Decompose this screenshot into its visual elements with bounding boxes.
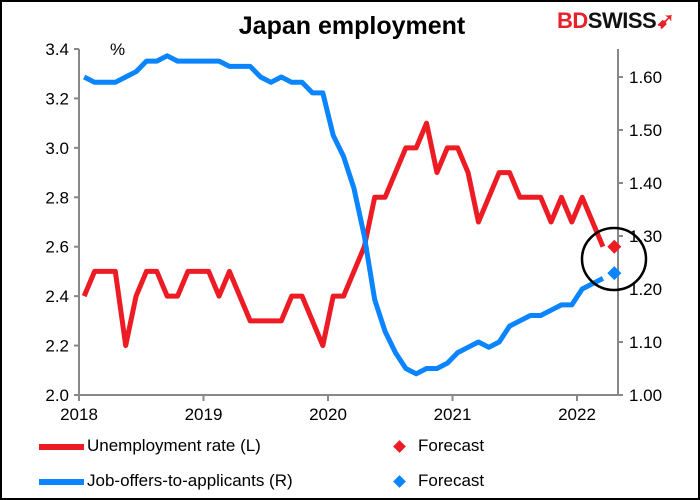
left-tick-label: 3.2 [45,89,69,108]
legend-diamond-red [393,440,406,453]
logo-arrow-icon: ➹ [656,8,675,33]
right-tick-label: 1.50 [629,121,662,140]
left-tick-label: 2.8 [45,188,69,207]
left-tick-label: 3.0 [45,139,69,158]
legend-diamond-blue [393,475,406,488]
x-tick-label: 2021 [434,405,472,424]
right-tick-label: 1.10 [629,333,662,352]
right-tick-label: 1.20 [629,280,662,299]
legend-item-unemployment: Unemployment rate (L) [39,436,261,456]
legend-item-forecast-blue: Forecast [393,471,485,491]
legend-item-forecast-red: Forecast [393,436,485,456]
bdswiss-logo: BDSWISS➹ [557,8,675,34]
legend-swatch-red [39,443,84,450]
legend-label: Forecast [418,436,485,455]
forecast-marker-0 [607,239,622,254]
x-tick-label: 2019 [185,405,223,424]
left-tick-label: 2.0 [45,386,69,405]
legend-label: Forecast [418,471,485,490]
x-tick-label: 2018 [60,405,98,424]
left-unit-label: % [110,40,125,59]
right-tick-label: 1.00 [629,386,662,405]
left-tick-label: 2.6 [45,238,69,257]
logo-bd: BD [557,8,588,33]
right-tick-label: 1.40 [629,174,662,193]
series-line-0 [81,120,606,349]
x-tick-label: 2020 [309,405,347,424]
right-tick-label: 1.30 [629,227,662,246]
legend-swatch-blue [39,478,84,485]
legend-item-job-offers: Job-offers-to-applicants (R) [39,471,293,491]
legend-label: Unemployment rate (L) [87,436,261,455]
chart-title: Japan employment [238,12,466,40]
x-tick-label: 2022 [558,405,596,424]
legend-label: Job-offers-to-applicants (R) [87,471,293,490]
series-line-1 [83,53,605,377]
forecast-marker-1 [607,266,622,281]
left-tick-label: 3.4 [45,40,69,59]
forecast-circle-annotation [580,226,648,292]
logo-swiss: SWISS [587,8,657,33]
left-tick-label: 2.4 [45,287,69,306]
right-tick-label: 1.60 [629,68,662,87]
left-tick-label: 2.2 [45,337,69,356]
